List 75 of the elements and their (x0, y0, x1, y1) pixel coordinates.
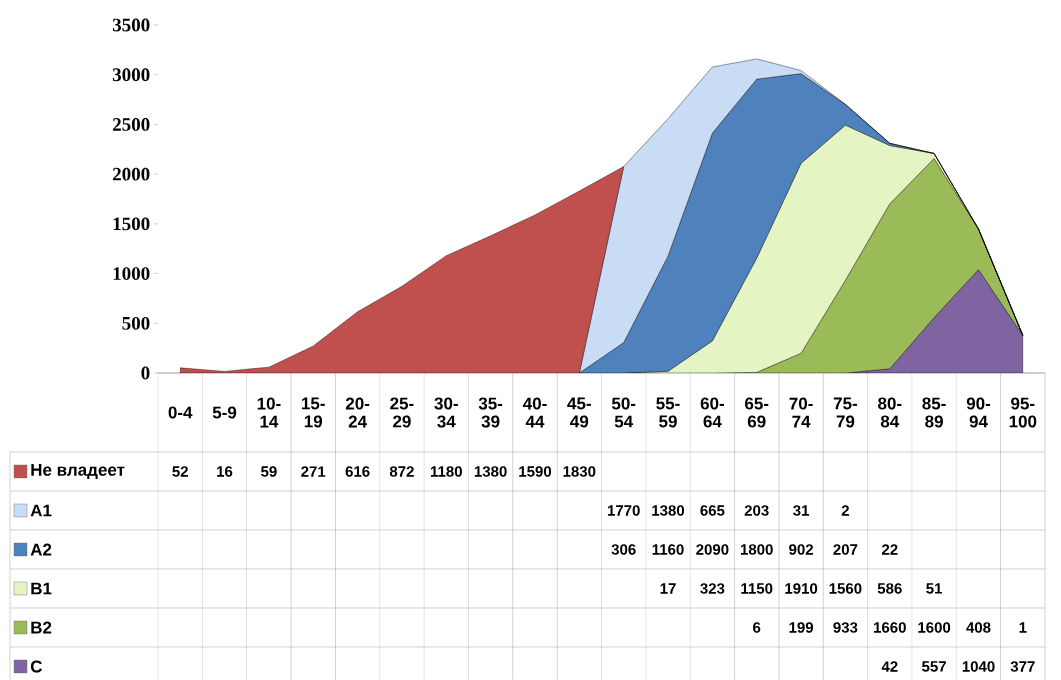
legend-label: B1 (31, 582, 52, 595)
data-label: 2090 (696, 544, 729, 555)
x-tick-label: 10-14 (257, 397, 281, 428)
x-tick-label: 20-24 (345, 397, 370, 428)
data-label: 271 (301, 466, 326, 477)
data-label: 199 (789, 622, 814, 633)
x-tick-label: 25-29 (390, 397, 414, 428)
data-label: 17 (660, 583, 676, 594)
x-tick-label: 35-39 (478, 397, 503, 428)
data-label: 42 (881, 661, 898, 672)
legend-label: A2 (30, 543, 52, 556)
data-label: 1590 (519, 466, 552, 477)
data-label: 377 (1010, 661, 1035, 672)
x-tick-label: 85-89 (922, 397, 946, 428)
data-label: 1800 (740, 544, 773, 555)
data-label: 203 (744, 505, 769, 516)
data-label: 1380 (474, 466, 507, 477)
x-tick-label: 80-84 (878, 397, 902, 428)
data-label: 1150 (741, 583, 773, 594)
x-tick-label: 90-94 (966, 397, 991, 428)
y-tick-label: 3000 (112, 68, 150, 82)
data-label: 586 (877, 583, 902, 594)
data-label: 1660 (874, 622, 906, 633)
data-label: 1180 (430, 466, 462, 477)
y-tick-label: 0 (141, 366, 150, 380)
data-label: 1600 (918, 622, 951, 633)
x-tick-label: 15-19 (301, 397, 325, 428)
x-tick-label: 30-34 (434, 397, 458, 428)
data-label: 1770 (607, 505, 640, 516)
data-label: 1040 (962, 661, 995, 672)
y-tick-label: 2000 (113, 167, 150, 181)
data-label: 665 (700, 505, 725, 516)
data-label: 2 (841, 505, 849, 516)
data-label: 408 (966, 622, 991, 633)
data-label: 1910 (785, 583, 818, 594)
data-label: 207 (833, 544, 858, 555)
legend-label: C (30, 660, 43, 673)
x-tick-label: 95-100 (1009, 397, 1037, 428)
legend-label: B2 (31, 621, 52, 634)
data-label: 1560 (829, 583, 862, 594)
x-tick-label: 40-44 (522, 397, 547, 428)
x-tick-label: 45-49 (567, 397, 591, 428)
data-label: 6 (753, 622, 761, 633)
data-label: 323 (700, 583, 725, 594)
data-label: 872 (389, 466, 414, 477)
legend-label: Не владеет (31, 463, 125, 480)
y-tick-label: 2500 (113, 118, 150, 131)
y-tick-label: 1000 (113, 267, 150, 280)
x-tick-label: 5-9 (212, 406, 237, 419)
x-tick-label: 60-64 (700, 397, 725, 428)
data-label: 616 (345, 466, 370, 477)
x-tick-label: 55-59 (656, 397, 680, 428)
data-label: 1830 (563, 466, 596, 477)
x-tick-label: 70-74 (789, 397, 813, 428)
x-tick-label: 50-54 (611, 397, 636, 428)
data-label: 59 (261, 466, 277, 477)
data-label: 16 (217, 466, 233, 477)
x-tick-label: 75-79 (833, 397, 858, 428)
y-tick-label: 1500 (113, 217, 150, 231)
x-tick-label: 65-69 (745, 397, 769, 428)
legend-label: A1 (30, 504, 52, 517)
data-label: 902 (789, 544, 813, 555)
data-label: 51 (926, 583, 943, 594)
data-label: 22 (881, 544, 898, 555)
y-tick-label: 500 (122, 316, 150, 330)
data-label: 933 (833, 622, 858, 633)
x-tick-label: 0-4 (168, 406, 193, 419)
data-label: 31 (793, 505, 810, 516)
data-label: 1160 (652, 544, 684, 555)
data-label: 306 (611, 544, 636, 555)
data-label: 1 (1019, 622, 1027, 633)
data-label: 1380 (652, 505, 685, 516)
data-label: 557 (922, 661, 946, 672)
y-tick-label: 3500 (112, 18, 150, 32)
data-label: 52 (172, 466, 188, 477)
